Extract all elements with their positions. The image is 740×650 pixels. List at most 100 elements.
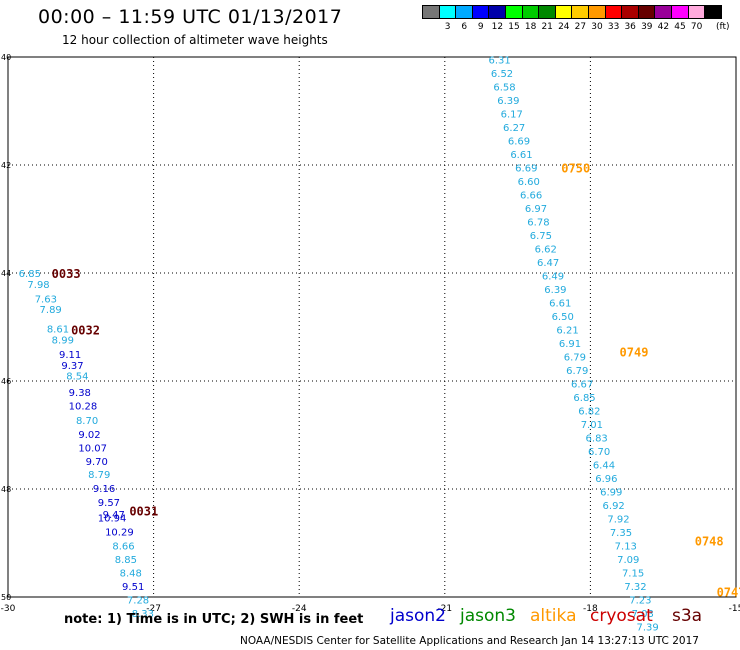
legend-item-jason3: jason3 [460,606,516,626]
swh-value: 6.39 [497,96,519,107]
swh-value: 7.28 [127,596,149,607]
swh-value: 6.62 [535,245,557,256]
legend-item-jason2: jason2 [390,606,446,626]
swh-value: 7.09 [617,555,639,566]
colorbar-label: 33 [607,22,620,32]
swh-value: 7.23 [629,596,651,607]
colorbar-label: 45 [674,22,686,32]
swh-value: 6.69 [508,137,530,148]
lon-tick-label: -18 [583,604,598,614]
legend-item-s3a: s3a [672,606,703,626]
swh-value: 6.21 [556,326,578,337]
swh-value: 7.13 [615,542,637,553]
lat-tick-label: 44 [1,269,11,278]
swh-value: 7.03 [632,609,654,620]
colorbar-label: 27 [574,22,587,32]
swh-value: 9.70 [86,457,108,468]
colorbar-label: 18 [524,22,537,32]
lat-tick-label: 46 [1,377,11,386]
map-frame [7,56,737,598]
swh-value: 7.39 [637,623,659,634]
swh-value: 6.39 [544,285,566,296]
swh-value: 8.54 [66,372,88,383]
lat-tick-label: 50 [1,593,11,602]
swh-value: 9.16 [93,484,115,495]
lon-tick-label: -21 [437,604,452,614]
swh-value: 10.28 [69,401,98,412]
swh-value: 7.32 [624,582,646,593]
lon-tick-label: -27 [146,604,161,614]
colorbar-label: 36 [624,22,636,32]
swh-value: 9.51 [122,582,144,593]
colorbar-swatch [704,5,722,19]
colorbar-label: 3 [444,22,451,32]
swh-value: 7.98 [27,280,49,291]
colorbar-unit: (ft) [716,22,730,32]
colorbar-label: 70 [690,22,703,32]
chart-title: 00:00 – 11:59 UTC 01/13/2017 [38,6,343,28]
time-label: 0749 [620,345,649,359]
swh-value: 10.07 [78,443,107,454]
time-label: 0031 [129,505,158,519]
colorbar-label: 12 [491,22,504,32]
swh-value: 7.15 [622,569,644,580]
swh-value: 6.91 [559,339,581,350]
swh-value: 6.52 [491,69,513,80]
swh-value: 6.97 [525,204,547,215]
colorbar-label: 24 [558,22,570,32]
swh-value: 6.79 [564,353,586,364]
legend-item-cryosat: cryosat [590,606,653,626]
colorbar [422,5,722,19]
units-note: note: 1) Time is in UTC; 2) SWH is in fe… [64,612,364,627]
swh-value: 6.61 [549,299,571,310]
swh-value: 6.66 [520,191,542,202]
legend-item-altika: altika [530,606,577,626]
colorbar-label: 6 [461,22,468,32]
swh-value: 6.49 [542,272,564,283]
swh-value: 6.79 [566,366,588,377]
lat-tick-label: 48 [1,485,11,494]
swh-value: 8.79 [88,470,110,481]
swh-value: 6.82 [578,407,600,418]
swh-value: 6.78 [527,218,549,229]
swh-value: 9.11 [59,350,81,361]
lat-tick-label: 40 [1,53,11,62]
swh-value: 6.69 [515,164,537,175]
swh-value: 8.70 [76,416,98,427]
swh-value: 6.99 [600,488,622,499]
swh-value: 6.83 [586,434,608,445]
swh-value: 10.94 [98,514,127,525]
swh-value: 6.96 [595,474,617,485]
swh-value: 6.75 [530,231,552,242]
chart-subtitle: 12 hour collection of altimeter wave hei… [62,33,328,47]
swh-value: 8.48 [120,569,142,580]
lon-tick-label: -15 [729,604,740,614]
swh-value: 7.35 [610,528,632,539]
colorbar-label: 21 [541,22,553,32]
swh-value: 9.37 [61,361,83,372]
swh-value: 6.44 [593,461,615,472]
swh-value: 8.85 [115,555,137,566]
lat-tick-label: 42 [1,161,11,170]
time-label: 0033 [52,267,81,281]
swh-value: 8.66 [112,542,134,553]
swh-value: 6.70 [588,447,610,458]
swh-value: 6.92 [603,501,625,512]
swh-value: 9.57 [98,498,120,509]
time-label: 0748 [695,534,724,548]
swh-value: 8.61 [47,325,69,336]
swh-value: 6.31 [488,56,510,67]
colorbar-label: 15 [508,22,520,32]
credit-line: NOAA/NESDIS Center for Satellite Applica… [240,635,699,647]
swh-value: 9.02 [78,430,100,441]
swh-value: 7.01 [581,420,603,431]
lon-tick-label: -24 [292,604,307,614]
swh-value: 6.85 [573,393,595,404]
time-label: 0032 [71,324,100,338]
swh-value: 9.38 [69,388,91,399]
swh-value: 6.60 [518,177,540,188]
colorbar-label: 42 [657,22,670,32]
swh-value: 7.89 [40,305,62,316]
swh-value: 7.92 [607,515,629,526]
